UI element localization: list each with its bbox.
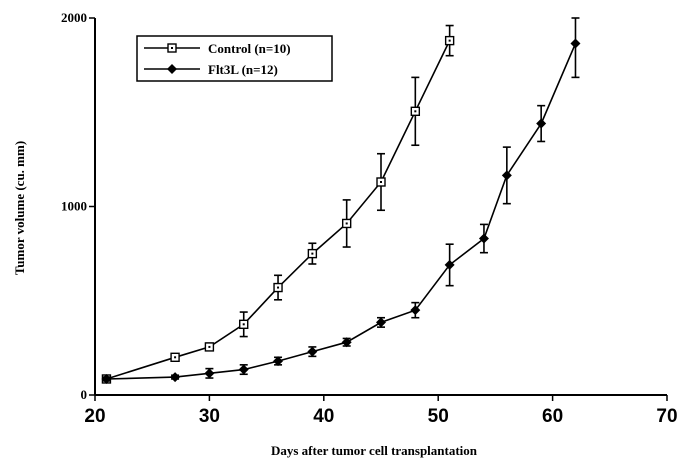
y-axis-title: Tumor volume (cu. mm) <box>12 141 27 275</box>
data-point <box>170 372 181 383</box>
data-point <box>101 373 112 384</box>
data-point <box>410 305 421 316</box>
data-point <box>570 38 581 49</box>
legend-marker-flt3l <box>167 64 177 74</box>
data-point-center <box>277 286 280 289</box>
x-tick-label: 30 <box>199 406 220 427</box>
data-point <box>307 346 318 357</box>
ticks: 0 1000 2000 20 30 40 50 60 70 <box>61 10 678 427</box>
x-tick-label: 50 <box>428 406 449 427</box>
legend-marker-control-dot <box>171 47 173 49</box>
series-1 <box>101 17 581 384</box>
x-tick-label: 20 <box>84 406 105 427</box>
data-point-center <box>448 39 451 42</box>
data-point <box>444 259 455 270</box>
legend: Control (n=10) Flt3L (n=12) <box>136 35 333 82</box>
data-point <box>273 356 284 367</box>
data-point <box>536 118 547 129</box>
data-point <box>501 170 512 181</box>
data-point-center <box>311 252 314 255</box>
series-line <box>106 40 451 380</box>
data-point-center <box>208 345 211 348</box>
data-point-center <box>174 356 177 359</box>
data-point <box>238 364 249 375</box>
y-tick-label: 0 <box>81 387 88 402</box>
data-point-center <box>414 110 417 113</box>
legend-label-control: Control (n=10) <box>208 41 291 56</box>
x-tick-label: 70 <box>656 406 677 427</box>
x-tick-label: 60 <box>542 406 563 427</box>
y-tick-label: 1000 <box>61 199 87 214</box>
series-line <box>106 43 577 380</box>
data-point <box>376 317 386 328</box>
data-point <box>341 337 352 348</box>
y-tick-label: 2000 <box>61 10 87 25</box>
data-point <box>204 368 215 379</box>
legend-label-flt3l: Flt3L (n=12) <box>208 62 278 77</box>
data-point-center <box>242 323 245 326</box>
data-point <box>478 233 489 244</box>
x-axis-title: Days after tumor cell transplantation <box>271 443 478 458</box>
data-point-center <box>380 180 382 183</box>
data-point-center <box>345 222 348 225</box>
x-tick-label: 40 <box>313 406 334 427</box>
series-layer <box>101 17 581 384</box>
